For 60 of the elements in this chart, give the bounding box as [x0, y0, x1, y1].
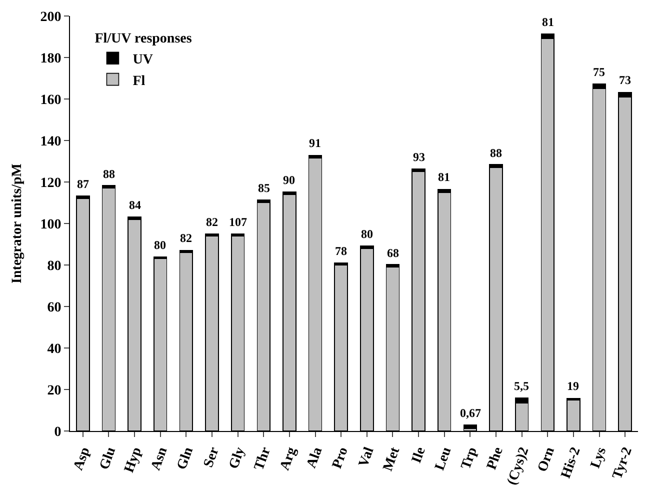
x-tick-label: Ser	[201, 445, 222, 470]
x-tick-label: Met	[380, 445, 404, 474]
y-tick-label: 80	[47, 258, 62, 274]
y-tick-label: 200	[40, 10, 62, 25]
annotation: 82	[180, 231, 192, 245]
annotation: 85	[258, 181, 270, 195]
annotation: 73	[619, 73, 631, 87]
x-tick-label: Pro	[330, 445, 352, 471]
annotation: 88	[490, 146, 502, 160]
legend-label: Fl	[132, 74, 146, 89]
annotation: 0,67	[460, 406, 481, 420]
annotation: 81	[542, 15, 554, 29]
y-tick-label: 100	[40, 217, 62, 232]
x-tick-label: Asn	[148, 445, 171, 473]
x-tick-label: Val	[356, 445, 378, 470]
x-tick-label: Asp	[71, 445, 94, 473]
bar	[463, 424, 478, 429]
annotation: 80	[154, 238, 166, 252]
x-tick-label: His-2	[558, 445, 584, 481]
x-tick-label: Thr	[252, 445, 274, 472]
x-tick-label: Orn	[535, 445, 558, 474]
x-tick-label: Arg	[278, 445, 300, 472]
y-tick-label: 0	[54, 424, 62, 440]
x-tick-label: Hyp	[122, 445, 145, 475]
x-tick-label: Gln	[174, 445, 197, 472]
y-tick-label: 160	[40, 92, 62, 108]
annotation: 87	[77, 177, 89, 191]
x-tick-label: Leu	[432, 445, 455, 472]
annotation: 88	[103, 167, 115, 181]
x-tick-label: (Cys)2	[504, 445, 532, 488]
annotation: 91	[309, 136, 321, 150]
annotation: 80	[361, 227, 373, 241]
legend-title: Fl/UV responses	[94, 32, 192, 46]
annotation: 84	[129, 198, 141, 212]
y-tick-label: 120	[40, 176, 62, 191]
annotation: 19	[567, 379, 579, 393]
x-tick-label: Lys	[588, 444, 610, 470]
x-tick-label: Gly	[226, 445, 248, 472]
annotation: 107	[229, 215, 247, 229]
annotation: 93	[413, 150, 425, 164]
x-tick-label: Ile	[409, 445, 429, 466]
y-axis-title: Integrator units/pM	[10, 164, 25, 284]
annotation: 75	[593, 65, 605, 79]
annotation: 90	[283, 173, 295, 187]
annotation: 5,5	[514, 379, 529, 393]
annotation: 82	[206, 215, 218, 229]
annotation: 68	[387, 246, 399, 260]
annotation: 81	[438, 170, 450, 184]
x-tick-label: Trp	[458, 445, 481, 472]
legend-label: UV	[132, 52, 153, 68]
y-tick-label: 140	[40, 134, 62, 150]
x-tick-label: Glu	[97, 445, 120, 472]
y-tick-label: 180	[40, 51, 62, 66]
y-tick-label: 20	[47, 383, 62, 398]
x-tick-label: Ala	[304, 445, 326, 470]
x-tick-label: Phe	[484, 445, 506, 472]
x-tick-label: Tyr-2	[610, 445, 636, 482]
y-tick-label: 40	[47, 342, 62, 357]
y-tick-label: 60	[47, 300, 62, 316]
annotation: 78	[335, 244, 347, 258]
